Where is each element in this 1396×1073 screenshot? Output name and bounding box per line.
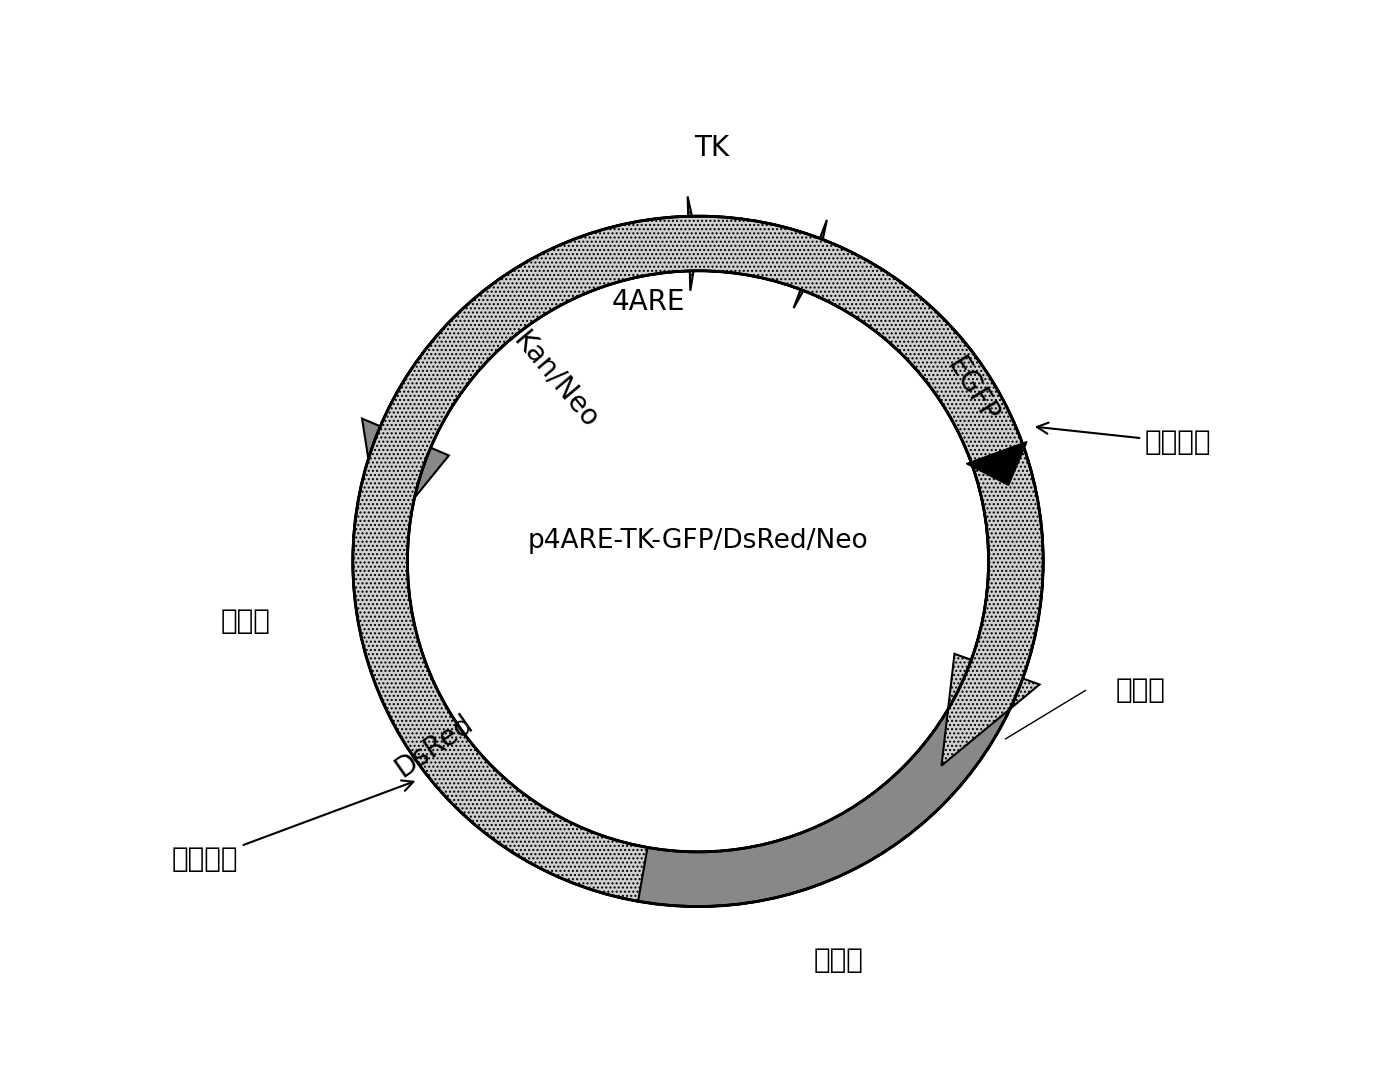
Text: Kan/Neo: Kan/Neo — [508, 326, 604, 432]
Polygon shape — [362, 216, 1043, 907]
Text: p4ARE-TK-GFP/DsRed/Neo: p4ARE-TK-GFP/DsRed/Neo — [528, 529, 868, 555]
Polygon shape — [370, 223, 638, 471]
Polygon shape — [758, 223, 1043, 691]
Text: 终止子: 终止子 — [1115, 676, 1166, 705]
Text: 第一信号: 第一信号 — [1037, 423, 1212, 456]
Polygon shape — [353, 455, 422, 541]
Polygon shape — [744, 220, 826, 308]
Polygon shape — [597, 839, 648, 901]
Text: 终止子: 终止子 — [221, 607, 271, 635]
Text: 第二信号: 第二信号 — [172, 780, 413, 873]
Text: 4ARE: 4ARE — [611, 289, 684, 317]
Polygon shape — [603, 196, 698, 291]
Polygon shape — [704, 216, 745, 274]
Text: DsRed: DsRed — [389, 709, 477, 783]
Polygon shape — [353, 217, 1043, 901]
Polygon shape — [638, 748, 962, 907]
Polygon shape — [920, 671, 1018, 783]
Polygon shape — [966, 442, 1027, 485]
Text: 启动子: 启动子 — [814, 946, 863, 974]
Text: TK: TK — [694, 134, 730, 162]
Text: EGFP: EGFP — [941, 352, 1002, 428]
